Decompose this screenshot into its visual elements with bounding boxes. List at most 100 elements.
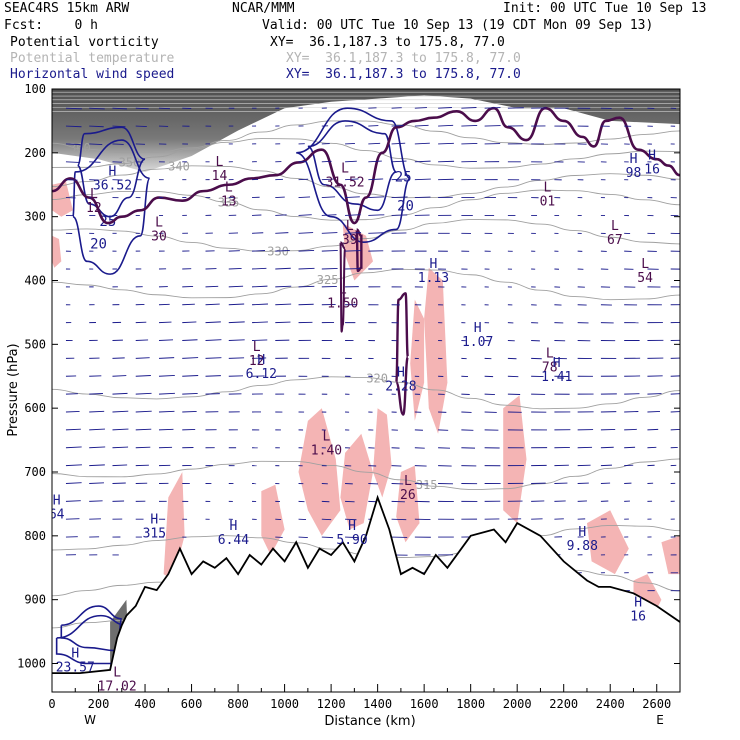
theta-line bbox=[52, 458, 680, 491]
theta-line bbox=[52, 189, 680, 221]
wind-vector bbox=[158, 375, 175, 377]
theta-label: 340 bbox=[168, 160, 190, 174]
wind-vector bbox=[158, 357, 175, 359]
wind-vector bbox=[321, 232, 338, 234]
wind-vector bbox=[135, 392, 152, 395]
pv-contours bbox=[52, 106, 680, 416]
extremum-value: 16 bbox=[644, 163, 660, 178]
theta-line bbox=[52, 268, 680, 301]
y-tick-label: 900 bbox=[24, 593, 46, 607]
wind-vector bbox=[182, 321, 197, 324]
extremum-value: 01 bbox=[540, 195, 556, 210]
wind-vector bbox=[135, 446, 151, 449]
pink-region bbox=[410, 299, 425, 421]
wind-vector bbox=[135, 410, 152, 413]
wind-vector bbox=[89, 428, 105, 431]
extremum-value: 23.57 bbox=[56, 661, 95, 676]
wind-vector bbox=[135, 428, 152, 431]
pv-loop bbox=[339, 241, 347, 333]
wind-vector bbox=[89, 107, 105, 110]
plot-frame bbox=[51, 88, 681, 693]
x-tick-label: 200 bbox=[88, 697, 110, 711]
wind-vector bbox=[368, 142, 381, 145]
source-name: NCAR/MMM bbox=[232, 1, 295, 16]
east-label: E bbox=[656, 713, 664, 727]
wind-vector bbox=[624, 428, 637, 431]
extremum-value: 30 bbox=[151, 230, 167, 245]
wind-vector bbox=[298, 214, 312, 216]
wind-vector bbox=[65, 500, 81, 502]
wind-vector bbox=[112, 410, 129, 413]
wind-contour bbox=[72, 139, 151, 275]
wind-vector bbox=[112, 464, 128, 467]
wind-vector bbox=[182, 303, 195, 306]
extremum-marker: L bbox=[346, 219, 354, 234]
pv-tropopause bbox=[52, 106, 680, 225]
extremum-value: 12 bbox=[249, 354, 265, 369]
extremum-value: 1.41 bbox=[541, 370, 572, 385]
wind-vector bbox=[89, 125, 104, 128]
pink-region bbox=[503, 395, 527, 524]
wind-vector bbox=[275, 232, 289, 234]
extremum-marker: L bbox=[544, 181, 552, 196]
wind-vector bbox=[647, 428, 659, 431]
extremum-value: 16 bbox=[630, 609, 646, 624]
wind-vector bbox=[414, 107, 427, 109]
wind-vector bbox=[252, 232, 264, 234]
extremum-marker: H bbox=[71, 647, 79, 662]
wind-vector bbox=[89, 464, 105, 467]
wind-vector bbox=[89, 446, 106, 449]
wind-vector bbox=[65, 482, 82, 484]
theta-line bbox=[52, 165, 680, 199]
wind-vectors bbox=[65, 107, 680, 610]
wind-vector bbox=[438, 142, 454, 145]
extremum-value: 64 bbox=[49, 507, 65, 522]
x-tick-label: 1400 bbox=[363, 697, 392, 711]
wind-vector bbox=[112, 125, 126, 128]
wind-vector bbox=[65, 161, 80, 163]
wind-vector bbox=[158, 410, 175, 413]
wind-vector bbox=[321, 178, 334, 181]
extremum-value: 12 bbox=[86, 201, 102, 216]
wind-vector bbox=[65, 446, 82, 449]
wind-vector bbox=[275, 267, 291, 270]
terrain-fill bbox=[52, 497, 680, 692]
wind-vector bbox=[112, 392, 128, 395]
extremum-marker: L bbox=[339, 283, 347, 298]
wind-vector bbox=[275, 249, 290, 252]
x-tick-label: 1600 bbox=[410, 697, 439, 711]
terrain bbox=[52, 494, 680, 692]
field-pv-xy: XY= 36.1,187.3 to 175.8, 77.0 bbox=[270, 35, 505, 50]
wind-vector bbox=[368, 196, 385, 198]
pink-shading-regions bbox=[52, 181, 680, 619]
valid-time: Valid: 00 UTC Tue 10 Sep 13 (19 CDT Mon … bbox=[262, 18, 654, 33]
extremum-value: 31.52 bbox=[325, 175, 364, 190]
wind-vector bbox=[228, 321, 245, 324]
extremum-marker: L bbox=[155, 216, 163, 231]
wind-vector bbox=[484, 107, 501, 109]
wind-vector bbox=[647, 411, 661, 413]
wind-vector bbox=[65, 107, 82, 110]
wind-vector bbox=[391, 178, 408, 181]
extremum-value: 14 bbox=[212, 169, 228, 184]
extremum-marker: H bbox=[397, 366, 405, 381]
wind-vector bbox=[205, 339, 222, 341]
wind-vector bbox=[158, 339, 174, 341]
wind-vector bbox=[89, 500, 103, 502]
x-tick-label: 0 bbox=[48, 697, 55, 711]
wind-vector bbox=[135, 107, 149, 110]
x-tick-label: 800 bbox=[227, 697, 249, 711]
wind-vector bbox=[158, 321, 172, 324]
init-time: Init: 00 UTC Tue 10 Sep 13 bbox=[503, 1, 707, 16]
wind-vector bbox=[321, 196, 336, 198]
x-tick-label: 1800 bbox=[456, 697, 485, 711]
wind-vector bbox=[228, 303, 245, 306]
wind-vector bbox=[205, 321, 221, 324]
wind-vector bbox=[298, 267, 315, 270]
plot-area: 360350340335330325320315310305300 252025… bbox=[49, 89, 680, 692]
y-tick-label: 1000 bbox=[17, 657, 46, 671]
wind-vector bbox=[345, 196, 360, 198]
extremum-marker: H bbox=[630, 152, 638, 167]
wind-vector bbox=[252, 303, 268, 306]
extremum-marker: L bbox=[323, 429, 331, 444]
